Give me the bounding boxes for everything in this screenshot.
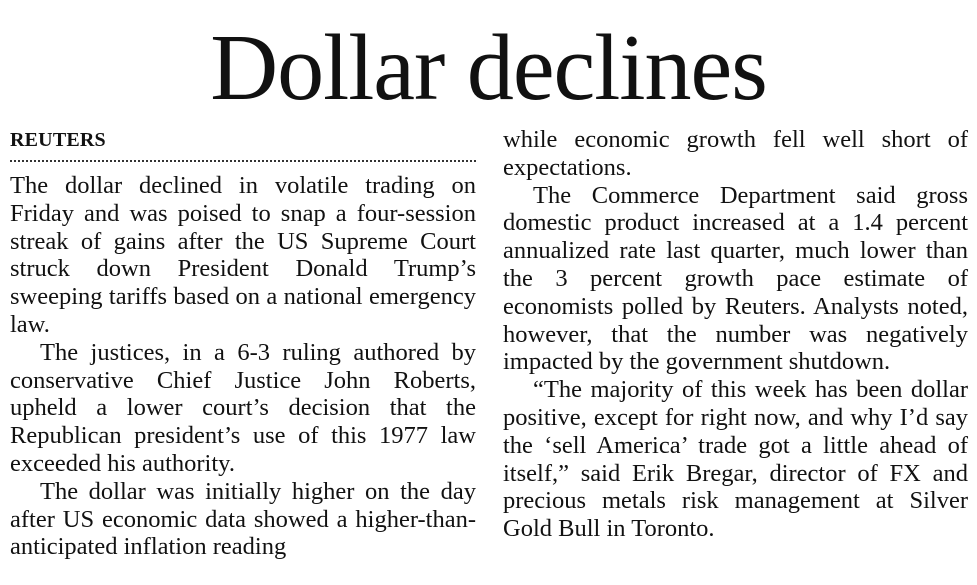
paragraph-1: The dollar declined in volatile trading …	[10, 172, 476, 338]
paragraph-2: The justices, in a 6-3 ruling authored b…	[10, 338, 476, 477]
headline: Dollar declines	[210, 16, 768, 120]
paragraph-5: “The majority of this week has been doll…	[503, 376, 968, 543]
right-column: while economic growth fell well short of…	[503, 126, 968, 543]
paragraph-4: The Commerce Department said gross domes…	[503, 181, 968, 376]
paragraph-3-continued: while economic growth fell well short of…	[503, 126, 968, 181]
dotted-divider	[10, 160, 476, 162]
left-column: REUTERS The dollar declined in volatile …	[10, 126, 476, 561]
byline: REUTERS	[10, 129, 106, 151]
paragraph-3: The dollar was initially higher on the d…	[10, 477, 476, 561]
